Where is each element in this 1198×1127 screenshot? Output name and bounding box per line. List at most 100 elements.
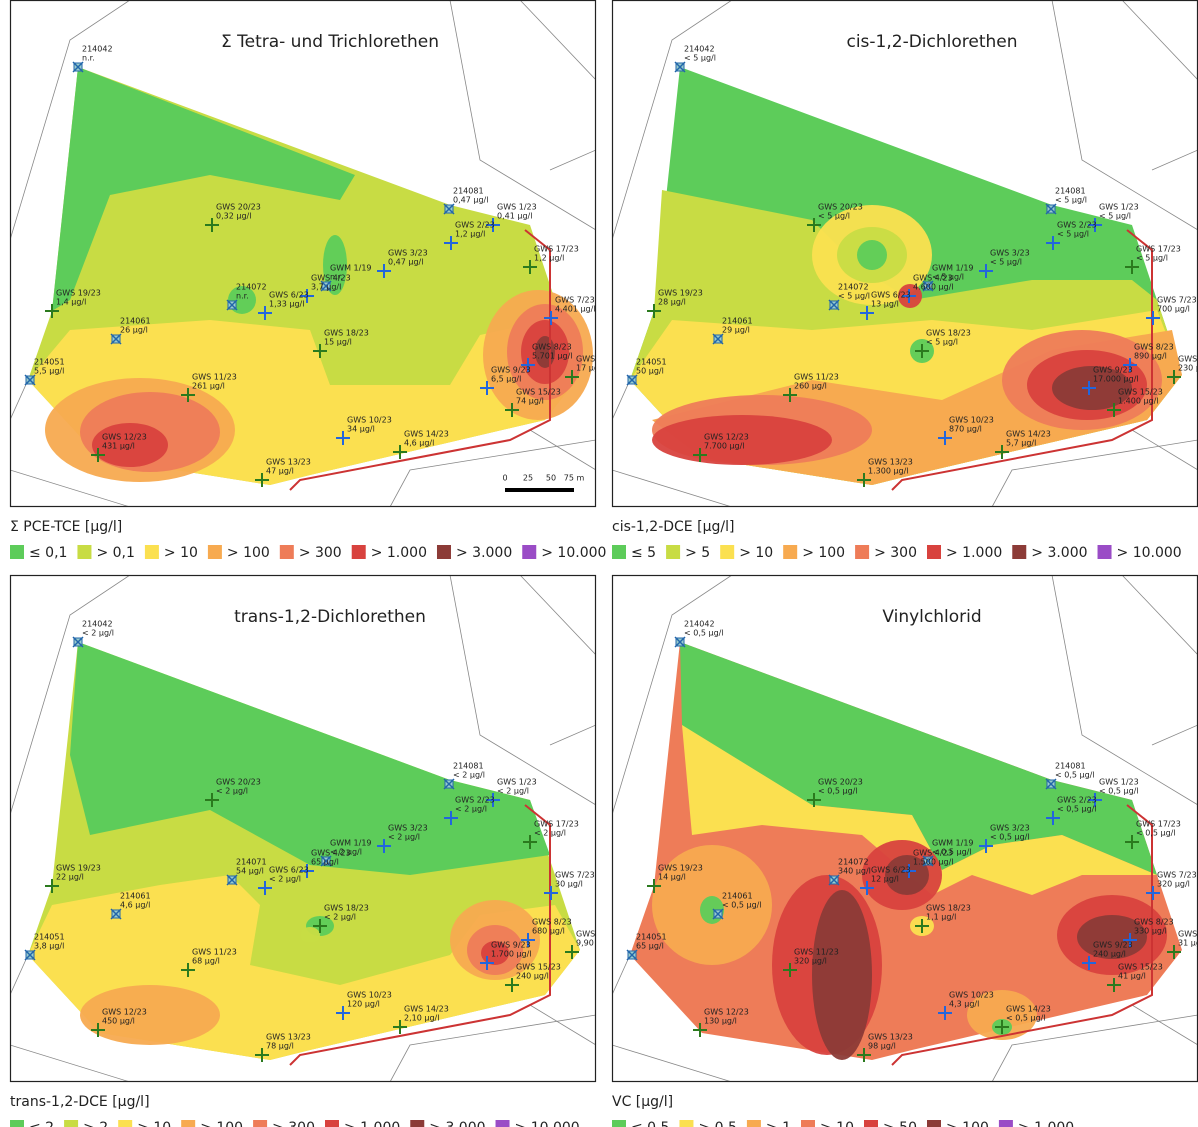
well-name: GWS 14/23 [404, 430, 449, 439]
well-value: 41 µg/l [1118, 972, 1146, 981]
well-value: 98 µg/l [868, 1042, 896, 1051]
legend-label: > 1 [766, 1120, 791, 1127]
well-name: GWS 2/23 [1057, 221, 1097, 230]
well-name: 214061 [722, 892, 753, 901]
well-name: GWS 19/23 [658, 289, 703, 298]
well-name: GWS 19/23 [658, 864, 703, 873]
legend-label: > 3.000 [429, 1120, 485, 1127]
well-name: 214072 [236, 283, 267, 292]
legend-label: > 0,1 [96, 545, 134, 561]
legend-label: > 1.000 [946, 545, 1002, 561]
map-area: 214042n.r.GWS 20/230,32 µg/l2140810,47 µ… [10, 0, 621, 507]
well-name: GWM 1/19 [932, 839, 974, 848]
well-value: 261 µg/l [192, 382, 225, 391]
well-name: GWS 16/23 [1178, 355, 1198, 364]
well-name: GWS 9/23 [491, 366, 531, 375]
well-value: 50 µg/l [636, 367, 664, 376]
legend-label: > 10 [164, 545, 198, 561]
well-value: 30 µg/l [555, 880, 583, 889]
well-name: GWS 20/23 [818, 203, 863, 212]
well-value: 890 µg/l [1134, 352, 1167, 361]
legend-label: > 100 [946, 1120, 989, 1127]
well-value: < 5 µg/l [838, 292, 870, 301]
well-name: 214061 [722, 317, 753, 326]
well-name: GWS 18/23 [926, 904, 971, 913]
well-value: 240 µg/l [516, 972, 549, 981]
legend-swatch [747, 1120, 761, 1127]
well-value: 1.400 µg/l [1118, 397, 1159, 406]
well-value: 4,6 µg/l [404, 439, 434, 448]
well-name: GWM 1/19 [932, 264, 974, 273]
panel-title: Vinylchlorid [882, 607, 981, 627]
well-value: < 0,5 µg/l [1136, 829, 1176, 838]
legend-swatch [325, 1120, 339, 1127]
well-name: GWS 8/23 [532, 343, 572, 352]
well-name: GWS 6/23 [269, 291, 309, 300]
well-name: GWS 8/23 [1134, 343, 1174, 352]
well-value: 700 µg/l [1157, 305, 1190, 314]
well-value: 680 µg/l [532, 927, 565, 936]
legend-swatch [10, 545, 24, 559]
well-value: 14 µg/l [658, 873, 686, 882]
well-name: GWS 1/23 [497, 778, 537, 787]
well-value: < 0,5 µg/l [1055, 771, 1095, 780]
legend-label: > 100 [200, 1120, 243, 1127]
well-value: < 0,5 µg/l [1099, 787, 1139, 796]
legend-label: > 1.000 [371, 545, 427, 561]
well-name: GWS 2/23 [455, 221, 495, 230]
legend-swatch [437, 545, 451, 559]
well-name: GWS 10/23 [949, 991, 994, 1000]
well-name: 214081 [453, 187, 484, 196]
well-value: 1.700 µg/l [491, 950, 532, 959]
well-name: 214072 [838, 858, 869, 867]
well-value: 68 µg/l [192, 957, 220, 966]
well-name: GWS 7/23 [1157, 871, 1197, 880]
well-name: GWS 17/23 [1136, 245, 1181, 254]
well-name: GWS 11/23 [794, 373, 839, 382]
legend-label: > 10.000 [515, 1120, 580, 1127]
legend-swatch [999, 1120, 1013, 1127]
legend-swatch [208, 545, 222, 559]
well-name: GWS 12/23 [704, 1008, 749, 1017]
well-name: GWS 14/23 [404, 1005, 449, 1014]
map-panel: 214042< 2 µg/lGWS 20/23< 2 µg/l214081< 2… [10, 575, 621, 1127]
well-name: 214051 [34, 933, 65, 942]
legend-swatch [666, 545, 680, 559]
well-name: GWS 9/23 [1093, 366, 1133, 375]
well-name: GWS 10/23 [949, 416, 994, 425]
legend-label: > 5 [685, 545, 710, 561]
legend-swatch [253, 1120, 267, 1127]
well-value: 29 µg/l [722, 326, 750, 335]
legend-label: > 300 [299, 545, 342, 561]
legend-label: > 10.000 [541, 545, 606, 561]
well-value: 47 µg/l [266, 467, 294, 476]
well-value: 13 µg/l [871, 300, 899, 309]
well-name: GWS 7/23 [555, 296, 595, 305]
legend-label: > 10 [137, 1120, 171, 1127]
well-value: 1.500 µg/l [913, 858, 954, 867]
well-name: 214061 [120, 317, 151, 326]
legend-swatch [801, 1120, 815, 1127]
well-value: < 2 µg/l [82, 629, 114, 638]
legend-title: cis-1,2-DCE [µg/l] [612, 519, 734, 535]
legend-swatch [720, 545, 734, 559]
well-value: 74 µg/l [516, 397, 544, 406]
well-value: 4.600 µg/l [913, 283, 954, 292]
legend-swatch [522, 545, 536, 559]
well-value: < 5 µg/l [1136, 254, 1168, 263]
map-panel: 214042< 0,5 µg/lGWS 20/23< 0,5 µg/l21408… [612, 575, 1198, 1127]
well-value: 3,8 µg/l [34, 942, 64, 951]
well-value: < 2 µg/l [534, 829, 566, 838]
well-value: 22 µg/l [56, 873, 84, 882]
scale-label: 0 [502, 474, 507, 483]
well-name: 214051 [34, 358, 65, 367]
well-value: 130 µg/l [704, 1017, 737, 1026]
well-value: 4,401 µg/l [555, 305, 596, 314]
well-value: 2,10 µg/l [404, 1014, 439, 1023]
well-name: GWS 19/23 [56, 289, 101, 298]
well-value: < 5 µg/l [1099, 212, 1131, 221]
well-name: GWS 6/23 [871, 291, 911, 300]
legend-swatch [612, 1120, 626, 1127]
well-name: GWS 11/23 [192, 373, 237, 382]
well-name: 214042 [82, 620, 113, 629]
